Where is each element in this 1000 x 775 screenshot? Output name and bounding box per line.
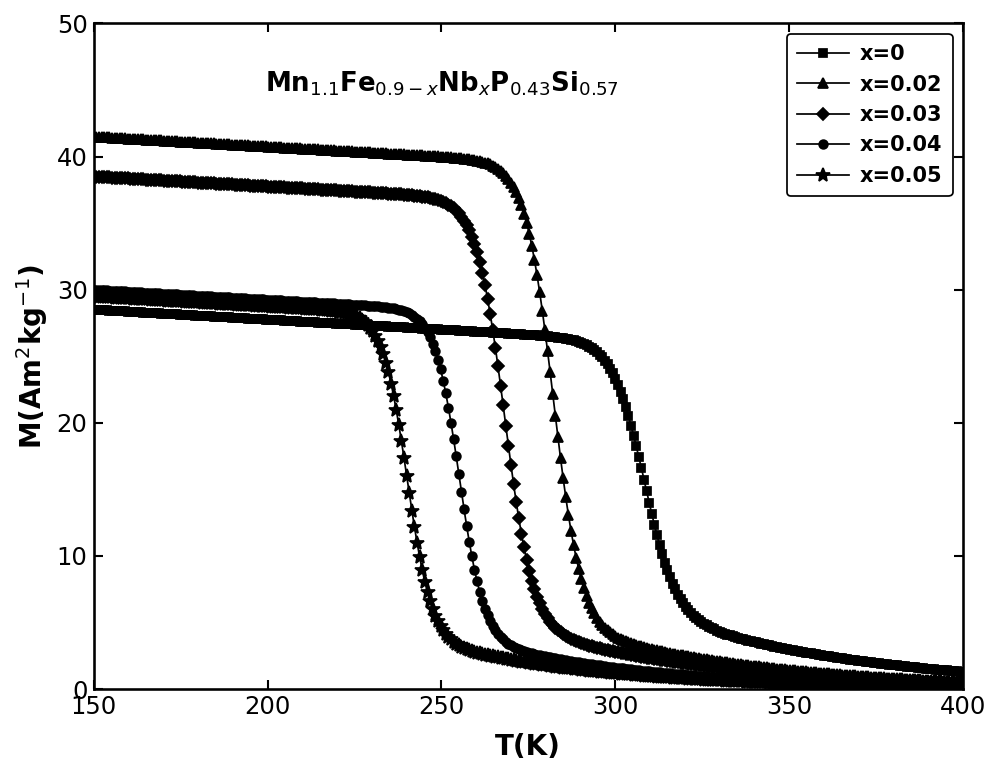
x=0.04 bbox=[653, 667, 665, 677]
x=0.02 bbox=[246, 141, 258, 150]
x=0.02 bbox=[420, 151, 432, 160]
x=0 bbox=[246, 314, 258, 323]
x=0.03 bbox=[246, 181, 258, 190]
x=0.03 bbox=[609, 647, 621, 656]
x=0.05 bbox=[957, 682, 969, 691]
x=0.04 bbox=[736, 674, 748, 684]
x=0 bbox=[609, 374, 621, 383]
x=0.04 bbox=[957, 681, 969, 691]
x=0.05 bbox=[736, 677, 748, 686]
x=0.03 bbox=[802, 671, 814, 680]
x=0.05 bbox=[609, 668, 621, 677]
x=0.05 bbox=[802, 679, 814, 688]
x=0 bbox=[802, 649, 814, 658]
x=0.03 bbox=[653, 655, 665, 664]
Line: x=0.05: x=0.05 bbox=[87, 289, 970, 694]
x=0.02 bbox=[609, 631, 621, 640]
x=0 bbox=[653, 538, 665, 547]
x=0.03 bbox=[88, 172, 100, 181]
x=0.02 bbox=[653, 646, 665, 656]
Line: x=0.04: x=0.04 bbox=[89, 285, 967, 691]
x=0.05 bbox=[246, 301, 258, 310]
X-axis label: T(K): T(K) bbox=[495, 733, 561, 761]
x=0.03 bbox=[420, 192, 432, 202]
Legend: x=0, x=0.02, x=0.03, x=0.04, x=0.05: x=0, x=0.02, x=0.03, x=0.04, x=0.05 bbox=[787, 34, 953, 196]
x=0.04 bbox=[88, 285, 100, 294]
x=0.04 bbox=[246, 294, 258, 303]
x=0.02 bbox=[957, 677, 969, 686]
x=0.02 bbox=[88, 132, 100, 141]
x=0.04 bbox=[609, 663, 621, 672]
x=0.05 bbox=[88, 291, 100, 301]
Y-axis label: M(Am$^2$kg$^{-1}$): M(Am$^2$kg$^{-1}$) bbox=[14, 264, 50, 449]
x=0.04 bbox=[420, 325, 432, 334]
x=0.05 bbox=[420, 581, 432, 591]
x=0 bbox=[957, 667, 969, 677]
x=0 bbox=[88, 305, 100, 315]
Line: x=0.02: x=0.02 bbox=[88, 131, 968, 687]
x=0 bbox=[736, 634, 748, 643]
x=0.02 bbox=[802, 667, 814, 677]
x=0.03 bbox=[957, 678, 969, 687]
x=0.05 bbox=[653, 672, 665, 681]
Line: x=0: x=0 bbox=[89, 305, 967, 677]
x=0.04 bbox=[802, 677, 814, 687]
Text: Mn$_{1.1}$Fe$_{0.9-x}$Nb$_{x}$P$_{0.43}$Si$_{0.57}$: Mn$_{1.1}$Fe$_{0.9-x}$Nb$_{x}$P$_{0.43}$… bbox=[265, 70, 618, 98]
x=0.03 bbox=[736, 666, 748, 675]
Line: x=0.03: x=0.03 bbox=[89, 172, 967, 687]
x=0.02 bbox=[736, 660, 748, 669]
x=0 bbox=[420, 324, 432, 333]
